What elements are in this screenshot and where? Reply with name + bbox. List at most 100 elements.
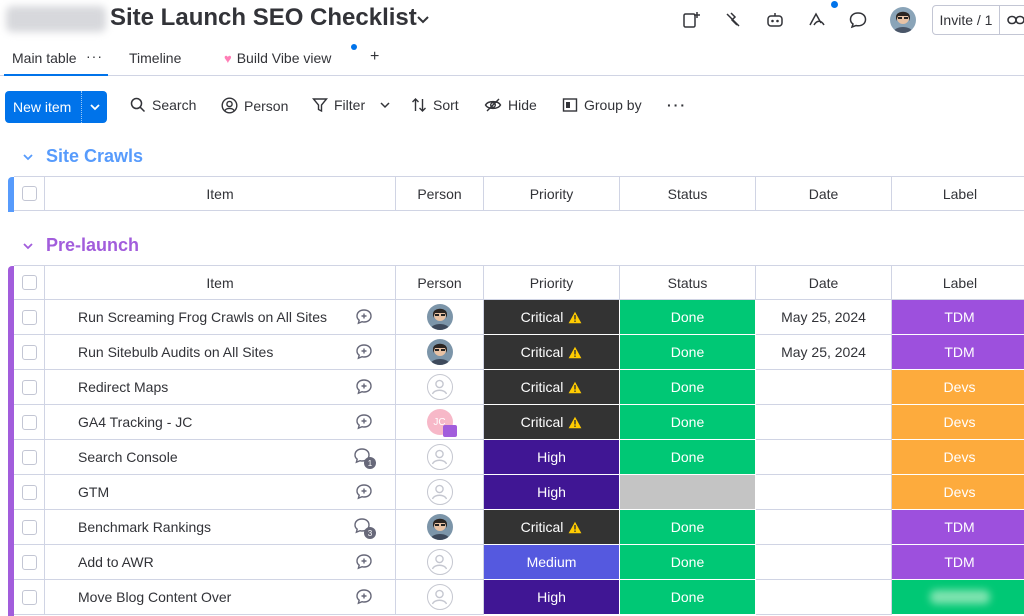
group-title[interactable]: Site Crawls [46,146,144,166]
updates-with-count[interactable]: 1 [353,447,376,469]
row-checkbox[interactable] [14,300,45,335]
tab-build-vibe-view[interactable]: ♥ Build Vibe view [224,50,331,66]
item-name[interactable]: Run Sitebulb Audits on All Sites [45,335,333,370]
item-name[interactable]: Add to AWR [45,545,333,580]
person-avatar[interactable] [426,339,453,365]
person-cell[interactable] [396,545,484,580]
priority-cell[interactable]: Critical [484,370,620,405]
chevron-down-icon[interactable] [416,12,430,30]
label-cell[interactable]: Devs [892,440,1024,475]
person-cell[interactable] [396,335,484,370]
label-cell[interactable]: TDM [892,545,1024,580]
column-header-status[interactable]: Status [620,176,756,211]
date-cell[interactable] [756,475,892,510]
person-cell[interactable] [396,475,484,510]
person-cell[interactable] [396,580,484,615]
table-row[interactable]: Add to AWR Medium Done TDM [14,545,1024,580]
sort-button[interactable]: Sort [411,97,459,113]
chevron-down-icon[interactable] [82,103,107,111]
user-avatar[interactable] [890,7,916,33]
table-row[interactable]: Run Sitebulb Audits on All Sites Critical… [14,335,1024,370]
column-header-priority[interactable]: Priority [484,265,620,300]
more-options-icon[interactable]: ··· [667,97,687,113]
empty-person-icon[interactable] [426,479,453,505]
copy-link-button[interactable] [999,5,1024,35]
row-checkbox[interactable] [14,475,45,510]
date-cell[interactable] [756,545,892,580]
add-update-icon[interactable] [355,308,373,326]
row-checkbox[interactable] [14,580,45,615]
filter-button[interactable]: Filter [312,97,391,113]
table-row[interactable]: Run Screaming Frog Crawls on All Sites Cr… [14,300,1024,335]
column-header-label[interactable]: Label [892,176,1024,211]
label-cell[interactable]: Devs [892,405,1024,440]
chevron-down-icon[interactable] [22,153,34,161]
tab-options-icon[interactable]: ··· [86,48,103,64]
robot-icon[interactable] [764,9,786,31]
row-checkbox[interactable] [14,370,45,405]
column-header-priority[interactable]: Priority [484,176,620,211]
row-checkbox[interactable] [14,405,45,440]
person-avatar[interactable] [426,514,453,540]
status-cell[interactable]: Done [620,440,756,475]
person-avatar[interactable] [426,304,453,330]
item-name[interactable]: GTM [45,475,333,510]
row-checkbox[interactable] [14,335,45,370]
person-filter-button[interactable]: Person [221,97,288,114]
updates-cell[interactable] [333,580,396,615]
status-cell[interactable]: Done [620,545,756,580]
select-all-checkbox[interactable] [14,176,45,211]
column-header-date[interactable]: Date [756,265,892,300]
add-update-icon[interactable] [355,553,373,571]
status-cell[interactable]: Done [620,335,756,370]
label-cell[interactable] [892,580,1024,615]
updates-cell[interactable] [333,335,396,370]
priority-cell[interactable]: High [484,475,620,510]
column-header-label[interactable]: Label [892,265,1024,300]
date-cell[interactable]: May 25, 2024 [756,300,892,335]
date-cell[interactable] [756,370,892,405]
priority-cell[interactable]: Critical [484,510,620,545]
person-cell[interactable] [396,300,484,335]
date-cell[interactable] [756,440,892,475]
date-cell[interactable] [756,580,892,615]
column-header-person[interactable]: Person [396,265,484,300]
empty-person-icon[interactable] [426,374,453,400]
chevron-down-icon[interactable] [379,101,391,109]
table-row[interactable]: Redirect Maps Critical Done Devs [14,370,1024,405]
tab-main-table[interactable]: Main table [12,50,77,66]
date-cell[interactable]: May 25, 2024 [756,335,892,370]
item-name[interactable]: Search Console [45,440,333,475]
updates-cell[interactable] [333,405,396,440]
column-header-item[interactable]: Item [45,265,396,300]
date-cell[interactable] [756,405,892,440]
person-cell[interactable] [396,510,484,545]
add-update-icon[interactable] [355,413,373,431]
empty-person-icon[interactable] [426,549,453,575]
table-row[interactable]: Benchmark Rankings 3 Critical Done TDM [14,510,1024,545]
priority-cell[interactable]: Critical [484,300,620,335]
new-item-button[interactable]: New item [5,91,107,123]
updates-cell[interactable] [333,545,396,580]
column-header-status[interactable]: Status [620,265,756,300]
status-cell[interactable]: Done [620,370,756,405]
updates-cell[interactable]: 3 [333,510,396,545]
chat-bubble-icon[interactable] [847,9,869,31]
group-header-pre-launch[interactable]: Pre-launch [22,235,139,256]
search-button[interactable]: Search [130,97,196,113]
label-cell[interactable]: Devs [892,370,1024,405]
date-cell[interactable] [756,510,892,545]
column-header-person[interactable]: Person [396,176,484,211]
person-cell[interactable]: JC [396,405,484,440]
status-cell[interactable]: Done [620,300,756,335]
automate-icon[interactable] [722,9,744,31]
empty-person-icon[interactable] [426,444,453,470]
person-cell[interactable] [396,370,484,405]
label-cell[interactable]: TDM [892,335,1024,370]
add-update-icon[interactable] [355,483,373,501]
sidekick-icon[interactable] [806,9,828,31]
priority-cell[interactable]: Medium [484,545,620,580]
column-header-date[interactable]: Date [756,176,892,211]
item-name[interactable]: Benchmark Rankings [45,510,333,545]
updates-cell[interactable] [333,300,396,335]
